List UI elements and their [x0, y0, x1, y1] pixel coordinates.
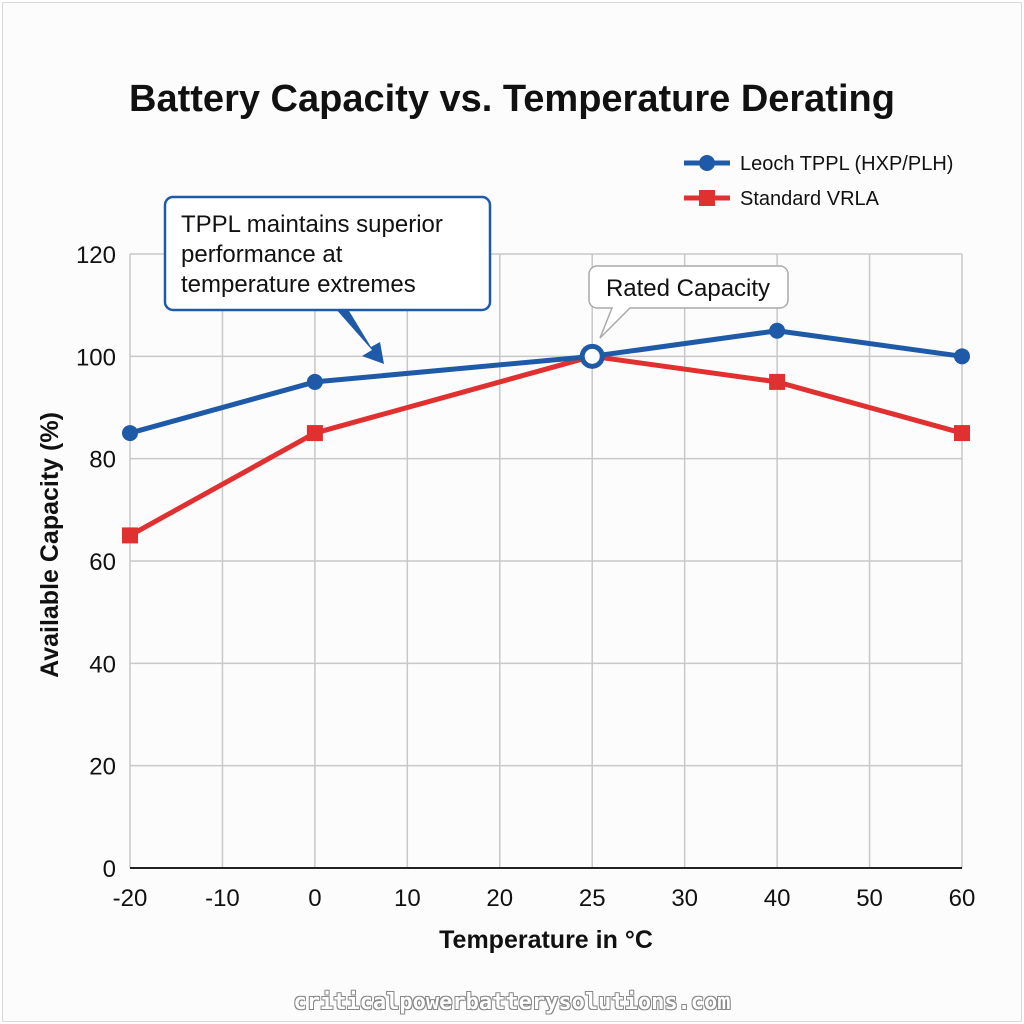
legend-label: Standard VRLA: [740, 188, 880, 210]
legend-marker-circle: [699, 155, 715, 171]
x-tick-label: 10: [394, 885, 421, 912]
series-line-tppl: [129, 328, 963, 436]
x-tick-label: 40: [764, 885, 791, 912]
y-tick-label: 60: [89, 549, 116, 576]
data-point-tppl: [306, 373, 323, 390]
annotation-box: [163, 195, 492, 312]
annotation-text-line: temperature extremes: [181, 271, 416, 298]
y-tick-label: 20: [89, 754, 116, 781]
annotation-text-line: TPPL maintains superior: [181, 211, 443, 238]
x-tick-label: -20: [113, 885, 148, 912]
y-tick-label: 120: [76, 242, 116, 269]
data-point-vrla: [306, 425, 323, 442]
data-point-tppl: [954, 348, 970, 365]
data-point-vrla: [954, 425, 970, 442]
x-tick-label: 50: [856, 885, 883, 912]
series-line-vrla: [128, 353, 963, 538]
legend-label: Leoch TPPL (HXP/PLH): [740, 153, 953, 175]
x-axis-label: Temperature in °C: [439, 926, 653, 954]
annotation-arrow: [335, 306, 384, 364]
y-tick-label: 80: [89, 447, 116, 474]
rated-capacity-label: Rated Capacity: [606, 275, 770, 302]
rated-capacity-callout: [588, 265, 789, 339]
x-tick-label: -10: [205, 885, 240, 912]
annotation-text-line: performance at: [181, 241, 343, 268]
data-point-vrla: [122, 527, 138, 544]
data-point-tppl: [122, 425, 138, 442]
y-tick-label: 100: [76, 344, 116, 371]
rated-capacity-point: [579, 343, 605, 369]
data-point-tppl: [769, 322, 786, 339]
y-tick-label: 40: [89, 651, 116, 678]
x-tick-label: 25: [579, 885, 606, 912]
watermark: criticalpowerbatterysolutions.com: [293, 990, 731, 1015]
chart-title: Battery Capacity vs. Temperature Deratin…: [129, 78, 895, 120]
y-tick-label: 0: [103, 856, 116, 883]
x-tick-label: 60: [949, 885, 976, 912]
x-tick-label: 20: [486, 885, 513, 912]
data-point-vrla: [769, 373, 786, 390]
x-tick-label: 30: [671, 885, 698, 912]
x-tick-label: 0: [308, 885, 321, 912]
y-axis-label: Available Capacity (%): [36, 412, 64, 678]
legend-marker-square: [699, 190, 715, 206]
